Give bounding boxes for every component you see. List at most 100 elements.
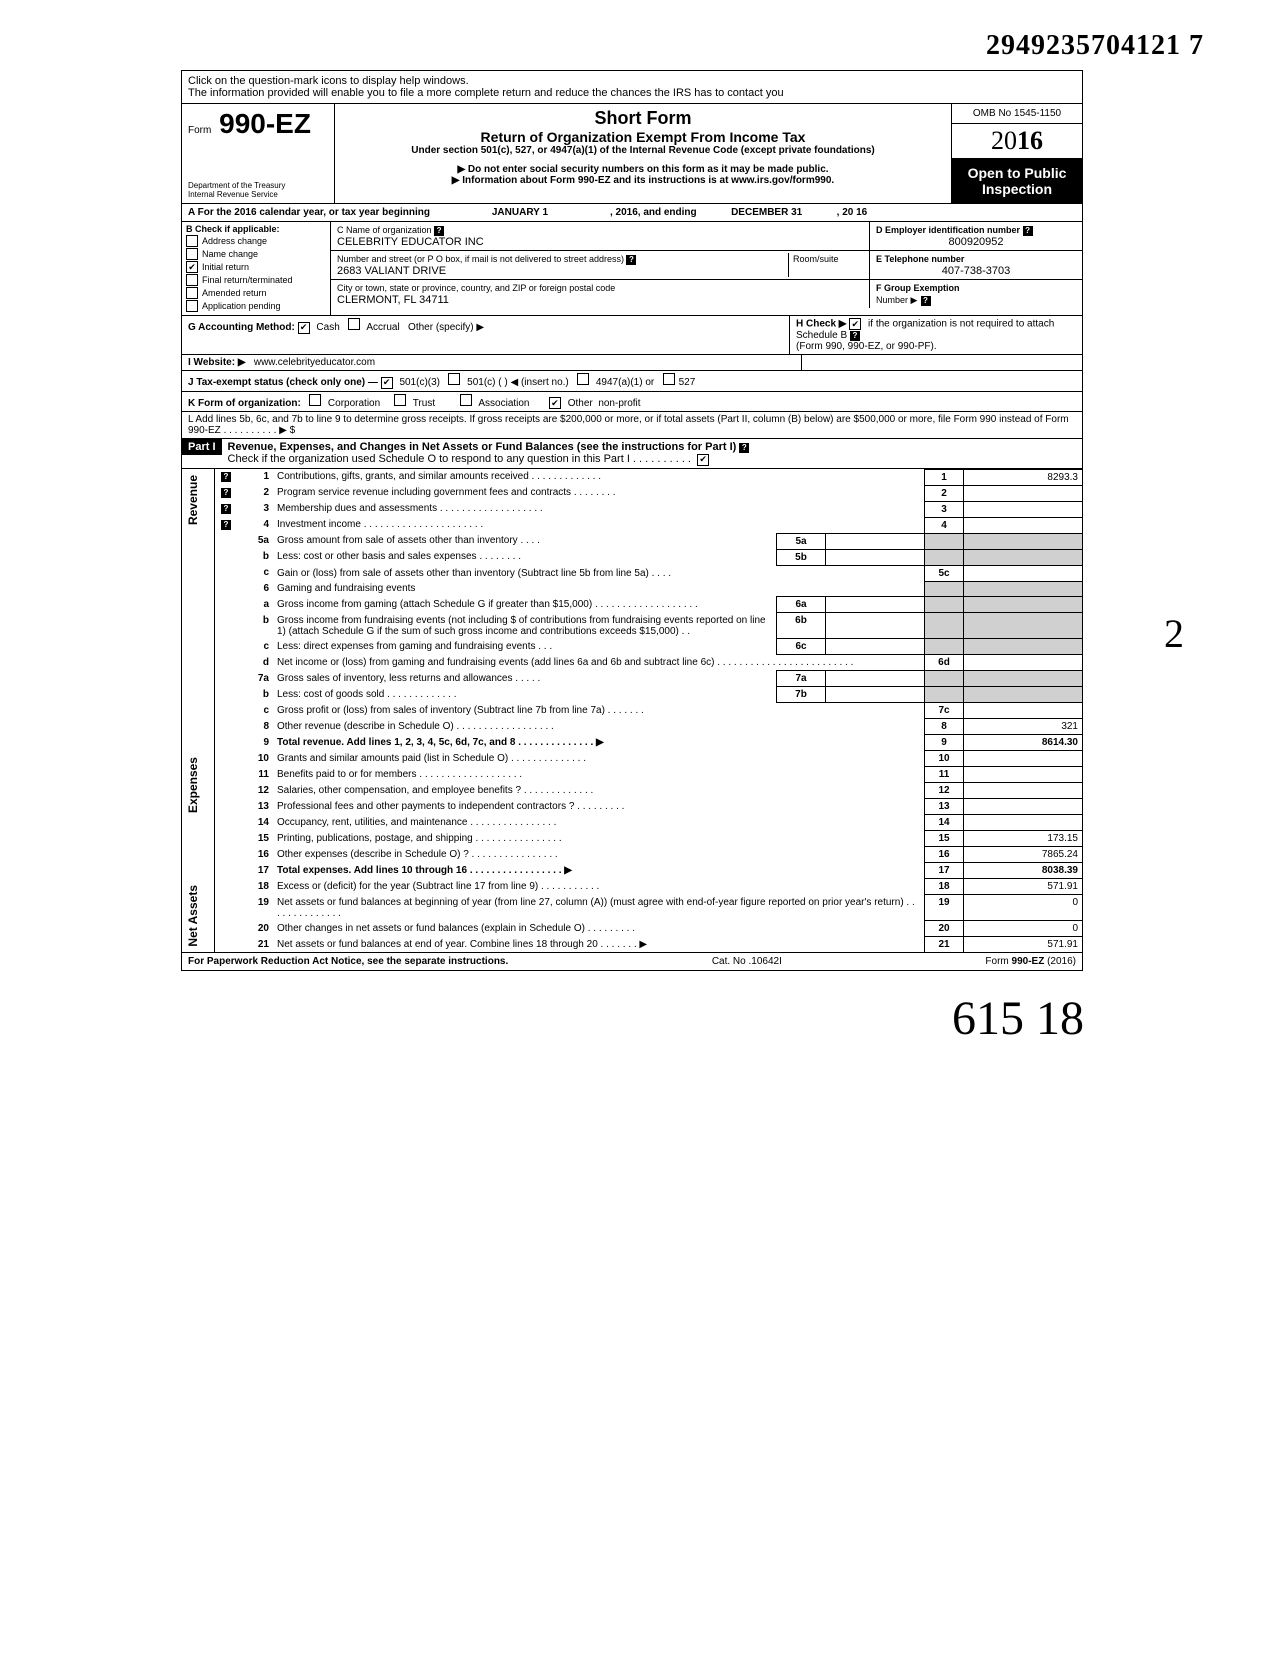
- street-label: Number and street (or P O box, if mail i…: [337, 254, 636, 264]
- applicable-checkbox[interactable]: [186, 248, 198, 260]
- line-ref: 18: [925, 879, 964, 895]
- line-amount: 8038.39: [964, 863, 1083, 879]
- line-description: Benefits paid to or for members . . . . …: [273, 767, 925, 783]
- line-amount: 0: [964, 895, 1083, 921]
- inner-box-value[interactable]: [826, 613, 925, 639]
- form-line-row: 11Benefits paid to or for members . . . …: [182, 767, 1082, 783]
- 501c-checkbox[interactable]: [448, 373, 460, 385]
- help-icon[interactable]: ?: [739, 443, 749, 453]
- line-description: Total expenses. Add lines 10 through 16 …: [273, 863, 925, 879]
- line-number: 20: [237, 921, 273, 937]
- applicable-checkbox[interactable]: [186, 274, 198, 286]
- form-warning-1: ▶ Do not enter social security numbers o…: [341, 164, 945, 175]
- line-number: 7a: [237, 671, 273, 687]
- line-number: 5a: [237, 533, 273, 549]
- applicable-checkbox-item: ✔Initial return: [186, 261, 326, 273]
- website-value: www.celebrityeducator.com: [254, 357, 375, 368]
- accrual-checkbox[interactable]: [348, 318, 360, 330]
- inner-box-value[interactable]: [826, 671, 925, 687]
- line-description: Contributions, gifts, grants, and simila…: [273, 469, 925, 485]
- line-amount: 7865.24: [964, 847, 1083, 863]
- help-icon[interactable]: ?: [221, 472, 231, 482]
- line-description: Net income or (loss) from gaming and fun…: [273, 655, 925, 671]
- line-ref: 15: [925, 831, 964, 847]
- assoc-checkbox[interactable]: [460, 394, 472, 406]
- 501c3-checkbox[interactable]: ✔: [381, 377, 393, 389]
- line-g: G Accounting Method: ✔ Cash Accrual Othe…: [182, 316, 789, 354]
- line-number: 13: [237, 799, 273, 815]
- help-icon[interactable]: ?: [1023, 226, 1033, 236]
- applicable-checkbox[interactable]: [186, 300, 198, 312]
- cash-checkbox[interactable]: ✔: [298, 322, 310, 334]
- help-icon[interactable]: ?: [921, 296, 931, 306]
- line-description: Professional fees and other payments to …: [273, 799, 925, 815]
- applicable-checkbox[interactable]: [186, 235, 198, 247]
- tax-year: 2016: [952, 124, 1082, 159]
- line-number: b: [237, 613, 273, 639]
- schedule-b-checkbox[interactable]: ✔: [849, 318, 861, 330]
- inner-box-value[interactable]: [826, 687, 925, 703]
- line-l: L Add lines 5b, 6c, and 7b to line 9 to …: [182, 412, 1082, 439]
- help-icon[interactable]: ?: [221, 504, 231, 514]
- form-line-row: dNet income or (loss) from gaming and fu…: [182, 655, 1082, 671]
- line-number: c: [237, 703, 273, 719]
- applicable-checkbox-item: Address change: [186, 235, 326, 247]
- line-amount: [964, 767, 1083, 783]
- line-description: Membership dues and assessments . . . . …: [273, 501, 925, 517]
- line-description: Total revenue. Add lines 1, 2, 3, 4, 5c,…: [273, 735, 925, 751]
- applicable-checkbox[interactable]: ✔: [186, 261, 198, 273]
- line-amount: 8293.3: [964, 469, 1083, 485]
- form-number: Form 990-EZ: [188, 108, 328, 140]
- form-warning-2: ▶ Information about Form 990-EZ and its …: [341, 175, 945, 186]
- city-value: CLERMONT, FL 34711: [337, 294, 449, 306]
- inner-box-label: 6b: [777, 613, 826, 639]
- help-icon[interactable]: ?: [221, 488, 231, 498]
- other-org-checkbox[interactable]: ✔: [549, 397, 561, 409]
- line-amount: [964, 655, 1083, 671]
- help-icon[interactable]: ?: [434, 226, 444, 236]
- line-number: 14: [237, 815, 273, 831]
- form-line-row: ?4Investment income . . . . . . . . . . …: [182, 517, 1082, 533]
- line-number: 21: [237, 937, 273, 953]
- line-description: Other expenses (describe in Schedule O) …: [273, 847, 925, 863]
- 527-checkbox[interactable]: [663, 373, 675, 385]
- line-i: I Website: ▶ www.celebrityeducator.com: [182, 355, 801, 370]
- help-icon[interactable]: ?: [221, 520, 231, 530]
- form-line-row: Revenue?1Contributions, gifts, grants, a…: [182, 469, 1082, 485]
- form-line-row: 7aGross sales of inventory, less returns…: [182, 671, 1082, 687]
- ein-value: 800920952: [876, 236, 1076, 248]
- inner-box-value[interactable]: [826, 597, 925, 613]
- inner-box-value[interactable]: [826, 533, 925, 549]
- page-number: 2949235704121 7: [60, 30, 1204, 62]
- line-ref: 14: [925, 815, 964, 831]
- handwritten-side: 2: [1164, 610, 1184, 657]
- schedule-o-checkbox[interactable]: ✔: [697, 454, 709, 466]
- line-ref: 9: [925, 735, 964, 751]
- help-icon[interactable]: ?: [850, 331, 860, 341]
- applicable-checkbox-item: Name change: [186, 248, 326, 260]
- phone-label: E Telephone number: [876, 254, 964, 264]
- line-amount: [964, 751, 1083, 767]
- line-number: c: [237, 565, 273, 581]
- trust-checkbox[interactable]: [394, 394, 406, 406]
- form-line-row: ?2Program service revenue including gove…: [182, 485, 1082, 501]
- line-amount: 0: [964, 921, 1083, 937]
- 4947-checkbox[interactable]: [577, 373, 589, 385]
- line-amount: 571.91: [964, 879, 1083, 895]
- help-icon[interactable]: ?: [626, 255, 636, 265]
- inner-box-value[interactable]: [826, 639, 925, 655]
- line-amount: [964, 517, 1083, 533]
- line-number: 12: [237, 783, 273, 799]
- netassets-side-label: Net Assets: [186, 881, 200, 951]
- form-line-row: bLess: cost or other basis and sales exp…: [182, 549, 1082, 565]
- line-number: 10: [237, 751, 273, 767]
- applicable-checkbox[interactable]: [186, 287, 198, 299]
- line-ref: 19: [925, 895, 964, 921]
- form-line-row: 19Net assets or fund balances at beginni…: [182, 895, 1082, 921]
- corp-checkbox[interactable]: [309, 394, 321, 406]
- line-ref: 2: [925, 485, 964, 501]
- line-description: Grants and similar amounts paid (list in…: [273, 751, 925, 767]
- inner-box-value[interactable]: [826, 549, 925, 565]
- applicable-checkbox-item: Application pending: [186, 300, 326, 312]
- line-description: Printing, publications, postage, and shi…: [273, 831, 925, 847]
